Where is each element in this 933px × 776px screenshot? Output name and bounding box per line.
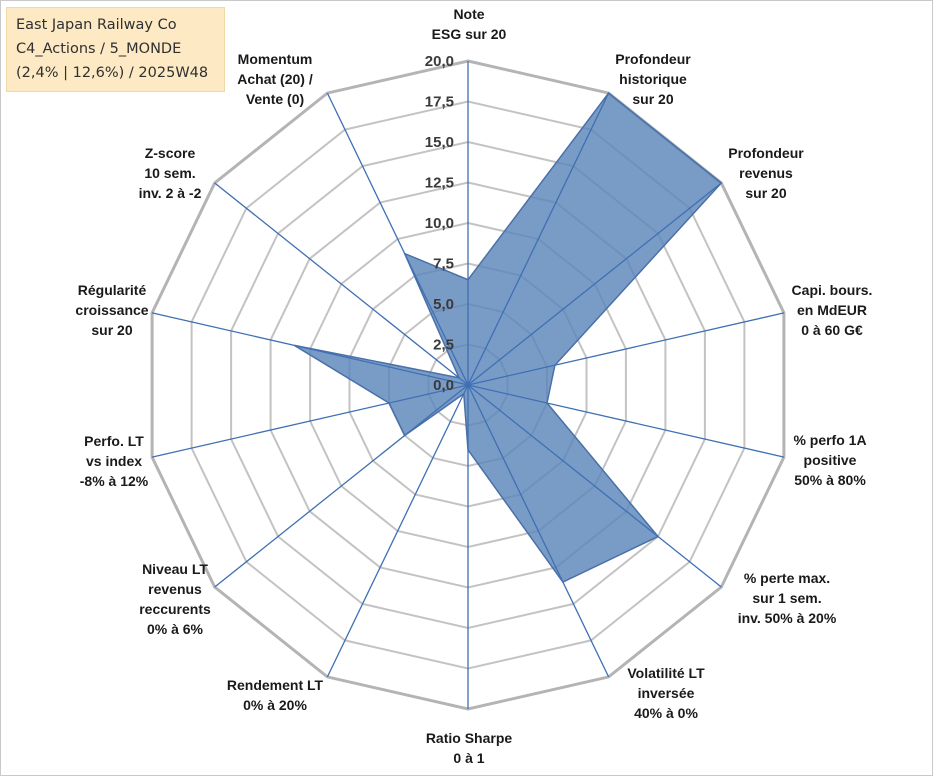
axis-label-2: Profondeur revenus sur 20 [728,145,804,201]
axis-label-7-line-0: Ratio Sharpe [426,730,513,746]
axis-label-10-line-2: -8% à 12% [80,473,149,489]
axis-label-10: Perfo. LT vs index -8% à 12% [80,433,149,489]
tick-label-7: 17,5 [425,94,454,111]
spoke-4 [467,384,785,458]
axis-label-11-line-2: sur 20 [91,322,132,338]
spoke-9 [214,384,469,588]
tick-label-8: 20,0 [425,53,454,70]
axis-label-13: Momentum Achat (20) / Vente (0) [237,51,313,107]
axis-label-5: % perte max. sur 1 sem. inv. 50% à 20% [738,570,837,626]
spoke-8 [326,384,469,678]
axis-label-4-line-2: 50% à 80% [794,472,866,488]
axis-label-5-line-2: inv. 50% à 20% [738,610,837,626]
axis-label-1-line-2: sur 20 [632,91,673,107]
spoke-6 [467,384,610,678]
axis-label-12: Z-score 10 sem. inv. 2 à -2 [139,145,202,201]
radar-axis-labels: Note ESG sur 20 Profondeur historique sur 20… [75,6,872,766]
axis-label-8: Rendement LT 0% à 20% [227,677,324,713]
tick-label-6: 15,0 [425,134,454,151]
axis-label-5-line-0: % perte max. [744,570,830,586]
title-box: East Japan Railway Co C4_Actions / 5_MON… [6,7,225,92]
axis-label-6-line-0: Volatilité LT [627,665,705,681]
axis-label-13-line-1: Achat (20) / [237,71,313,87]
axis-label-2-line-1: revenus [739,165,793,181]
spoke-11 [151,312,469,386]
tick-label-0: 0,0 [433,377,454,394]
axis-label-4-line-1: positive [804,452,857,468]
axis-label-6-line-1: inversée [638,685,695,701]
radar-spokes [151,61,785,709]
axis-label-12-line-1: 10 sem. [144,165,195,181]
axis-label-4: % perfo 1A positive 50% à 80% [793,432,866,488]
axis-label-10-line-1: vs index [86,453,142,469]
axis-label-11: Régularité croissance sur 20 [75,282,148,338]
spoke-13 [326,92,469,386]
axis-label-1-line-1: historique [619,71,687,87]
axis-label-1-line-0: Profondeur [615,51,691,67]
axis-label-9-line-3: 0% à 6% [147,621,204,637]
tick-label-5: 12,5 [425,175,454,192]
spoke-5 [467,384,722,588]
axis-label-7-line-1: 0 à 1 [453,750,484,766]
title-line-category: C4_Actions / 5_MONDE [16,41,182,57]
axis-label-2-line-2: sur 20 [745,185,786,201]
axis-label-9-line-1: revenus [148,581,202,597]
radar-tick-labels: 0,0 2,5 5,0 7,5 10,0 12,5 15,0 17,5 20,0 [425,53,454,394]
axis-label-8-line-1: 0% à 20% [243,697,307,713]
tick-label-1: 2,5 [433,337,454,354]
spoke-3 [467,312,785,386]
axis-label-11-line-0: Régularité [78,282,147,298]
axis-label-7: Ratio Sharpe 0 à 1 [426,730,513,766]
axis-label-12-line-2: inv. 2 à -2 [139,185,202,201]
spoke-12 [214,182,469,386]
axis-label-11-line-1: croissance [75,302,148,318]
axis-label-10-line-0: Perfo. LT [84,433,144,449]
axis-label-13-line-0: Momentum [238,51,313,67]
axis-label-0-line-0: Note [453,6,484,22]
title-line-company: East Japan Railway Co [16,17,177,33]
axis-label-9-line-2: reccurents [139,601,211,617]
axis-label-4-line-0: % perfo 1A [793,432,866,448]
axis-label-8-line-0: Rendement LT [227,677,324,693]
axis-label-3-line-0: Capi. bours. [792,282,873,298]
spoke-1 [467,92,610,386]
axis-label-9: Niveau LT revenus reccurents 0% à 6% [139,561,211,637]
axis-label-3: Capi. bours. en MdEUR 0 à 60 G€ [792,282,873,338]
title-line-range-week: (2,4% | 12,6%) / 2025W48 [16,65,209,81]
tick-label-4: 10,0 [425,215,454,232]
axis-label-0: Note ESG sur 20 [432,6,507,42]
tick-label-2: 5,0 [433,296,454,313]
spoke-2 [467,182,722,386]
axis-label-2-line-0: Profondeur [728,145,804,161]
axis-label-0-line-1: ESG sur 20 [432,26,507,42]
axis-label-6: Volatilité LT inversée 40% à 0% [627,665,705,721]
axis-label-3-line-2: 0 à 60 G€ [801,322,863,338]
axis-label-12-line-0: Z-score [145,145,196,161]
axis-label-3-line-1: en MdEUR [797,302,867,318]
tick-label-3: 7,5 [433,256,454,273]
axis-label-13-line-2: Vente (0) [246,91,304,107]
axis-label-9-line-0: Niveau LT [142,561,208,577]
axis-label-6-line-2: 40% à 0% [634,705,698,721]
spoke-10 [151,384,469,458]
axis-label-5-line-1: sur 1 sem. [752,590,821,606]
axis-label-1: Profondeur historique sur 20 [615,51,691,107]
